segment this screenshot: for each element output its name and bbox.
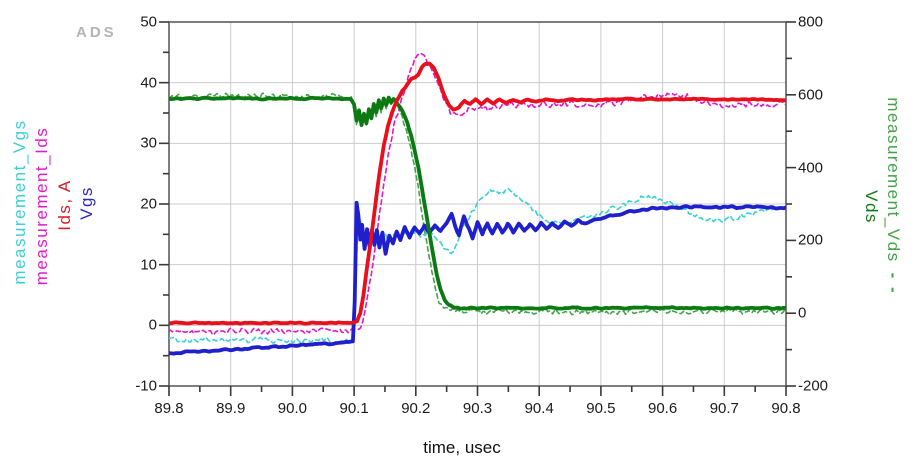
series-measurement_vds-line bbox=[169, 92, 786, 316]
left-axis-label-ids-a-text: Ids, A bbox=[55, 179, 74, 231]
tick-marks bbox=[159, 21, 796, 396]
x-tick-label: 90.6 bbox=[647, 400, 678, 417]
x-tick-label: 90.3 bbox=[462, 400, 493, 417]
x-tick-label: 90.0 bbox=[277, 400, 307, 417]
left-axis-label-measurement-vgs: measurement_Vgs bbox=[10, 119, 30, 284]
right-tick-label: 200 bbox=[798, 231, 824, 249]
left-axis-label-vgs-text: Vgs bbox=[77, 186, 96, 220]
x-tick-label: 90.7 bbox=[709, 400, 739, 417]
right-tick-label: 400 bbox=[798, 159, 824, 177]
left-axis-label-measurement-ids-text: measurement_Ids bbox=[32, 126, 51, 286]
right-tick-label: -200 bbox=[798, 377, 829, 395]
x-tick-label: 89.8 bbox=[154, 400, 184, 417]
right-tick-label: 600 bbox=[798, 86, 824, 104]
left-tick-label: 0 bbox=[148, 316, 157, 334]
right-axis-label-measurement-vds-text: measurement_Vds bbox=[884, 97, 903, 263]
dashed-line-style-indicator: - - bbox=[884, 272, 903, 295]
series-ids-line bbox=[169, 61, 786, 326]
curves bbox=[169, 52, 786, 356]
left-tick-label: 40 bbox=[140, 74, 157, 92]
left-tick-label: 20 bbox=[140, 195, 157, 213]
ads-logo: ADS bbox=[76, 24, 117, 41]
right-axis-label-measurement-vds: measurement_Vds - - bbox=[883, 97, 903, 294]
x-tick-label: 90.1 bbox=[339, 400, 369, 417]
x-tick-label: 90.5 bbox=[586, 400, 616, 417]
x-tick-label: 89.9 bbox=[216, 400, 246, 417]
left-tick-label: 10 bbox=[140, 256, 157, 274]
x-tick-label: 90.4 bbox=[524, 400, 554, 417]
left-axis-label-measurement-vgs-text: measurement_Vgs bbox=[10, 119, 29, 285]
left-axis-label-vgs: Vgs bbox=[77, 186, 97, 220]
x-tick-label: 90.2 bbox=[401, 400, 431, 417]
right-tick-label: 800 bbox=[798, 13, 824, 31]
x-axis-title: time, usec bbox=[423, 438, 501, 457]
series-measurement_ids-line bbox=[169, 52, 786, 336]
right-axis-label-vds: Vds bbox=[861, 190, 881, 224]
left-axis-label-measurement-ids: measurement_Ids bbox=[32, 127, 52, 286]
left-tick-label: 30 bbox=[140, 134, 157, 152]
right-tick-label: 0 bbox=[798, 304, 807, 322]
series-vgs-line bbox=[169, 200, 786, 356]
left-tick-label: 50 bbox=[140, 13, 157, 31]
right-axis-label-vds-text: Vds bbox=[862, 190, 881, 224]
left-axis-label-ids-a: Ids, A bbox=[55, 179, 75, 231]
series-measurement_vgs-line bbox=[169, 187, 786, 345]
series-vds-line bbox=[169, 95, 786, 311]
left-tick-label: -10 bbox=[135, 377, 157, 395]
x-tick-label: 90.8 bbox=[771, 400, 801, 417]
